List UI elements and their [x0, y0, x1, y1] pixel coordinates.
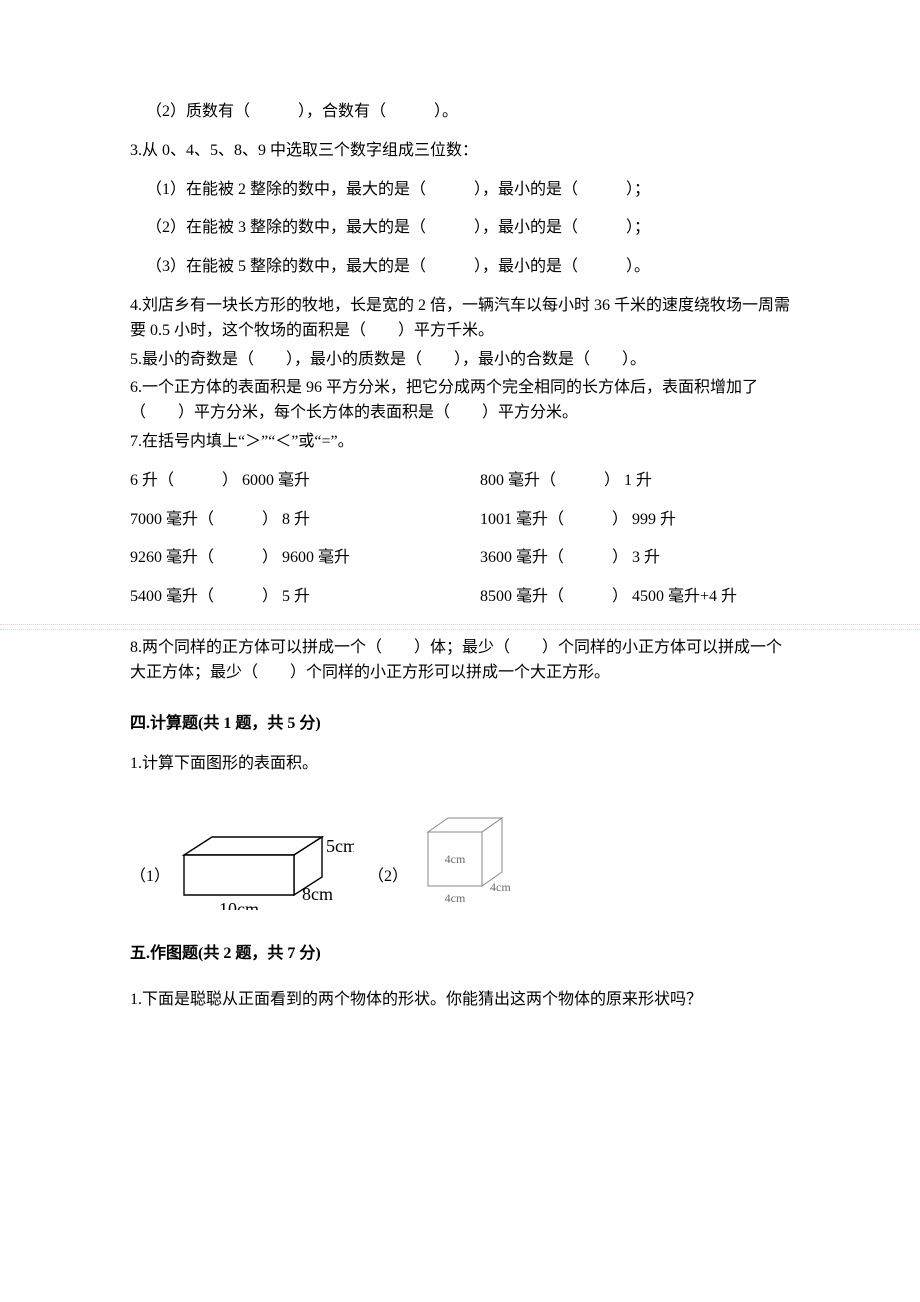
svg-text:8cm: 8cm: [302, 884, 333, 904]
decor-lines: [130, 624, 790, 632]
q7-row1: 6 升（ ） 6000 毫升 800 毫升（ ） 1 升: [130, 469, 790, 494]
q3-s2: （2）在能被 3 整除的数中，最大的是（ ），最小的是（ ）；: [130, 216, 790, 241]
q7-r3b: 3600 毫升（ ） 3 升: [480, 546, 790, 571]
q7-r1b: 800 毫升（ ） 1 升: [480, 469, 790, 494]
q7-r3a: 9260 毫升（ ） 9600 毫升: [130, 546, 480, 571]
page: （2）质数有（ ），合数有（ ）。 3.从 0、4、5、8、9 中选取三个数字组…: [0, 0, 920, 1302]
fig1-label: （1）: [130, 865, 170, 890]
q5: 5.最小的奇数是（ ），最小的质数是（ ），最小的合数是（ ）。: [130, 348, 790, 373]
q7-row2: 7000 毫升（ ） 8 升 1001 毫升（ ） 999 升: [130, 508, 790, 533]
section5-title: 五.作图题(共 2 题，共 7 分): [130, 942, 790, 967]
q3-stem: 3.从 0、4、5、8、9 中选取三个数字组成三位数：: [130, 139, 790, 164]
q2-sub2: （2）质数有（ ），合数有（ ）。: [130, 100, 790, 125]
svg-text:4cm: 4cm: [445, 891, 466, 905]
svg-text:10cm: 10cm: [219, 899, 259, 910]
q7-r2a: 7000 毫升（ ） 8 升: [130, 508, 480, 533]
section5-q1: 1.下面是聪聪从正面看到的两个物体的形状。你能猜出这两个物体的原来形状吗？: [130, 983, 790, 1017]
svg-text:5cm: 5cm: [326, 836, 354, 856]
q7-row3: 9260 毫升（ ） 9600 毫升 3600 毫升（ ） 3 升: [130, 546, 790, 571]
q8: 8.两个同样的正方体可以拼成一个（ ）体；最少（ ）个同样的小正方体可以拼成一个…: [130, 636, 790, 686]
section4-q1: 1.计算下面图形的表面积。: [130, 752, 790, 777]
q7-r4a: 5400 毫升（ ） 5 升: [130, 585, 480, 610]
fig2-cube: 4cm 4cm 4cm: [412, 800, 542, 910]
svg-text:4cm: 4cm: [445, 852, 466, 866]
q6: 6.一个正方体的表面积是 96 平方分米，把它分成两个完全相同的长方体后，表面积…: [130, 376, 790, 426]
q7-r4b: 8500 毫升（ ） 4500 毫升+4 升: [480, 585, 790, 610]
q3-s1: （1）在能被 2 整除的数中，最大的是（ ），最小的是（ ）；: [130, 178, 790, 203]
svg-text:4cm: 4cm: [490, 880, 511, 894]
fig1-cuboid: 5cm 8cm 10cm: [174, 795, 354, 910]
decor-line-pink: [0, 624, 920, 625]
decor-line-blue: [0, 629, 920, 630]
q7-r2b: 1001 毫升（ ） 999 升: [480, 508, 790, 533]
q3-s3: （3）在能被 5 整除的数中，最大的是（ ），最小的是（ ）。: [130, 255, 790, 280]
section4-title: 四.计算题(共 1 题，共 5 分): [130, 712, 790, 737]
fig2-label: （2）: [368, 865, 408, 890]
figures-row: （1） 5cm 8cm 10cm （2） 4cm 4cm 4cm: [130, 795, 790, 910]
q7-r1a: 6 升（ ） 6000 毫升: [130, 469, 480, 494]
q7-stem: 7.在括号内填上“＞”“＜”或“=”。: [130, 430, 790, 455]
q7-row4: 5400 毫升（ ） 5 升 8500 毫升（ ） 4500 毫升+4 升: [130, 585, 790, 610]
q4: 4.刘店乡有一块长方形的牧地，长是宽的 2 倍，一辆汽车以每小时 36 千米的速…: [130, 294, 790, 344]
